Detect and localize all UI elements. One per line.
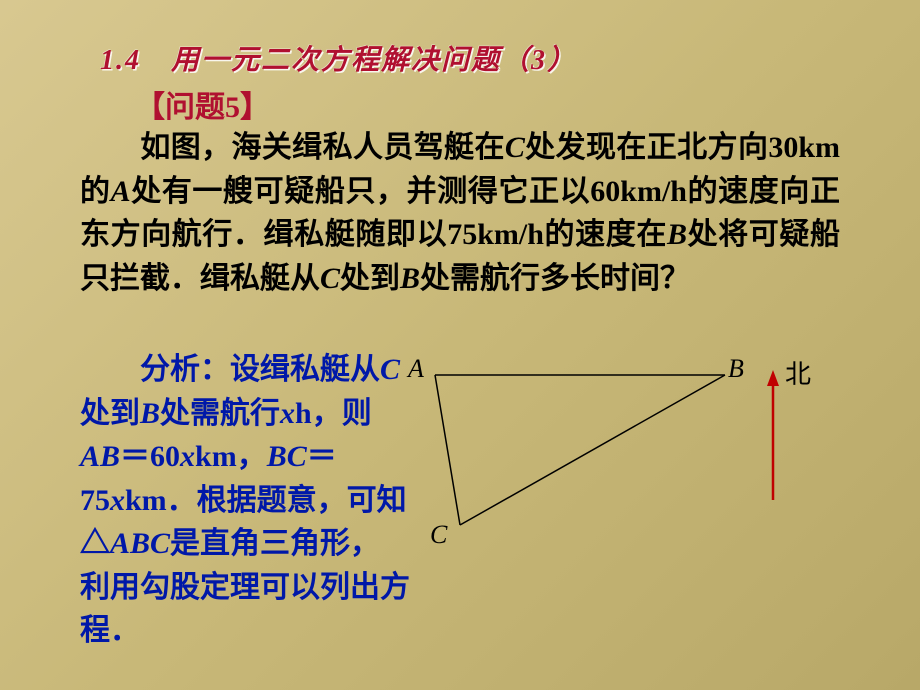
label-A: A <box>408 354 424 384</box>
line-BC <box>460 375 725 525</box>
triangle-svg <box>420 360 840 580</box>
subtitle: 【问题5】 <box>135 82 270 126</box>
label-B: B <box>728 354 744 384</box>
problem-body: 如图，海关缉私人员驾艇在C处发现在正北方向30km的A处有一艘可疑船只，并测得它… <box>80 126 840 300</box>
line-AC <box>435 375 460 525</box>
diagram: A B C 北 <box>420 360 840 580</box>
label-C: C <box>430 520 447 550</box>
section-title: 1.4 用一元二次方程解决问题（3） <box>100 38 577 78</box>
analysis-text: 分析：设缉私艇从C处到B处需航行xh，则AB＝60xkm，BC＝75xkm．根据… <box>80 348 410 653</box>
north-arrow-head <box>767 370 779 386</box>
label-north: 北 <box>785 354 811 391</box>
